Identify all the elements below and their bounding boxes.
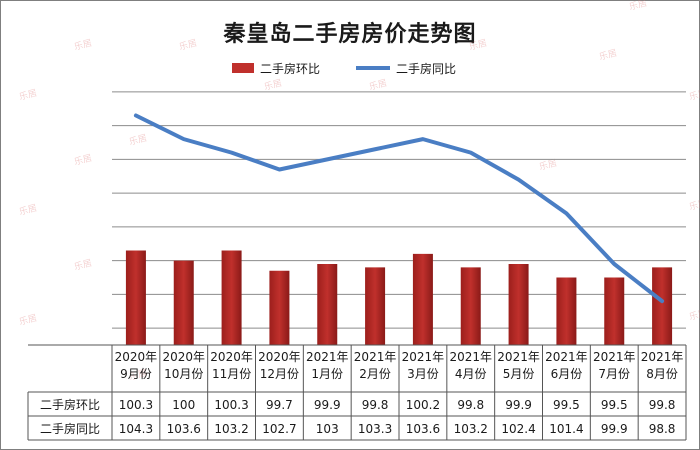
table-cell: 104.3 [119, 422, 153, 436]
x-tick-label: 7月份 [598, 367, 630, 381]
x-tick-label: 4月份 [455, 367, 487, 381]
x-tick-label: 2020年 [162, 350, 205, 364]
x-tick-label: 12月份 [260, 367, 299, 381]
legend-label-huanbi: 二手房环比 [260, 61, 320, 76]
watermark-text: 乐居 [368, 77, 389, 93]
x-tick-label: 2月份 [359, 367, 391, 381]
watermark-text: 乐居 [628, 0, 649, 13]
bar-huanbi [652, 267, 673, 345]
x-tick-label: 10月份 [164, 367, 203, 381]
watermark-text: 乐居 [73, 257, 94, 273]
table-cell: 99.5 [601, 398, 628, 412]
table-row-label: 二手房同比 [40, 421, 100, 436]
table-cell: 103.6 [406, 422, 440, 436]
table-cell: 103.2 [214, 422, 248, 436]
bar-huanbi [508, 264, 529, 345]
x-tick-label: 2021年 [402, 350, 445, 364]
x-tick-label: 2021年 [641, 350, 684, 364]
chart-title: 秦皇岛二手房房价走势图 [223, 22, 477, 47]
table-cell: 101.4 [549, 422, 583, 436]
bar-huanbi [173, 260, 194, 345]
table-cell: 98.8 [649, 422, 676, 436]
watermark-text: 乐居 [73, 152, 94, 168]
table-cell: 103.6 [167, 422, 201, 436]
bar-huanbi [604, 277, 625, 345]
table-cell: 99.5 [553, 398, 580, 412]
watermark-text: 乐居 [128, 132, 149, 148]
table-cell: 99.8 [457, 398, 484, 412]
x-tick-label: 2020年 [258, 350, 301, 364]
table-cell: 100.3 [119, 398, 153, 412]
x-tick-label: 9月份 [120, 367, 152, 381]
watermark-text: 乐居 [688, 87, 700, 103]
watermark-text: 乐居 [178, 37, 199, 53]
table-row-label: 二手房环比 [40, 397, 100, 412]
x-tick-label: 2021年 [306, 350, 349, 364]
bar-huanbi [556, 277, 577, 345]
x-tick-label: 1月份 [311, 367, 343, 381]
watermark-text: 乐居 [263, 77, 284, 93]
watermark-text: 乐居 [18, 312, 39, 328]
x-tick-label: 5月份 [503, 367, 535, 381]
table-cell: 103 [316, 422, 339, 436]
x-tick-label: 11月份 [212, 367, 251, 381]
x-tick-label: 8月份 [646, 367, 678, 381]
table-cell: 99.9 [314, 398, 341, 412]
table-cell: 103.2 [454, 422, 488, 436]
table-cell: 103.3 [358, 422, 392, 436]
watermark-text: 乐居 [468, 37, 489, 53]
table-cell: 100.3 [214, 398, 248, 412]
bar-huanbi [221, 250, 242, 345]
x-tick-label: 3月份 [407, 367, 439, 381]
watermark-text: 乐居 [688, 197, 700, 213]
table-cell: 99.9 [505, 398, 532, 412]
x-tick-label: 2021年 [354, 350, 397, 364]
watermark-text: 乐居 [598, 47, 619, 63]
x-tick-label: 6月份 [551, 367, 583, 381]
watermark-text: 乐居 [18, 87, 39, 103]
table-cell: 102.4 [501, 422, 535, 436]
watermark-text: 乐居 [18, 202, 39, 218]
watermark-text: 乐居 [73, 37, 94, 53]
table-cell: 100.2 [406, 398, 440, 412]
x-tick-label: 2020年 [210, 350, 253, 364]
bar-huanbi [365, 267, 386, 345]
bar-huanbi [412, 253, 433, 345]
bar-huanbi [269, 270, 290, 345]
watermark-text: 乐居 [688, 307, 700, 323]
x-tick-label: 2021年 [497, 350, 540, 364]
table-cell: 100 [172, 398, 195, 412]
x-tick-label: 2021年 [593, 350, 636, 364]
bar-huanbi [460, 267, 481, 345]
x-tick-label: 2021年 [449, 350, 492, 364]
table-cell: 99.8 [649, 398, 676, 412]
x-tick-label: 2020年 [115, 350, 158, 364]
table-cell: 99.8 [362, 398, 389, 412]
bar-huanbi [317, 264, 338, 345]
bar-huanbi [125, 250, 146, 345]
table-cell: 102.7 [262, 422, 296, 436]
legend-label-tongbi: 二手房同比 [396, 61, 456, 76]
legend-bar-swatch [232, 63, 254, 73]
line-tongbi [133, 113, 665, 304]
table-cell: 99.9 [601, 422, 628, 436]
table-cell: 99.7 [266, 398, 293, 412]
x-tick-label: 2021年 [545, 350, 588, 364]
